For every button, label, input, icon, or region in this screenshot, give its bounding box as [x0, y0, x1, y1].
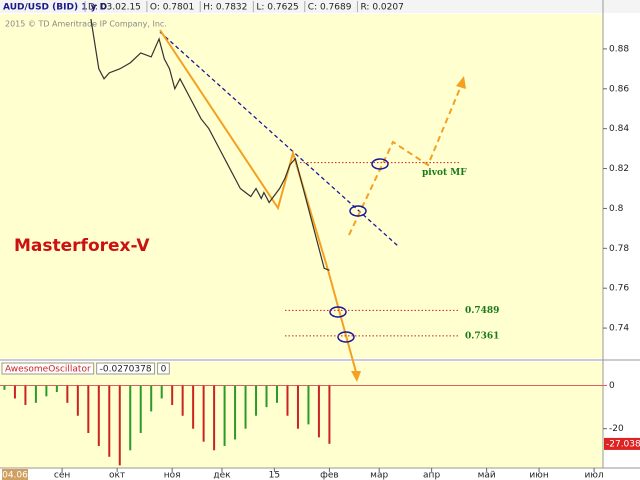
x-tick-label: ноя: [164, 471, 181, 480]
y-tick-label: 0.74: [609, 324, 629, 334]
osc-bar: [129, 385, 132, 451]
legend-item: AwesomeOscillator: [5, 365, 91, 375]
price-panel: [0, 14, 603, 358]
header-field: H: 0.7832: [203, 3, 247, 13]
osc-bar: [255, 385, 258, 416]
osc-bar: [244, 385, 247, 429]
x-tick-label: окт: [109, 471, 125, 480]
osc-bar: [171, 385, 174, 405]
wave-line: [159, 29, 357, 373]
osc-bar: [296, 385, 299, 429]
osc-bar: [87, 385, 90, 434]
osc-bar: [76, 385, 79, 416]
marker-ellipse: [349, 205, 367, 217]
header-field: O: 0.7801: [150, 3, 194, 13]
symbol: AUD/USD (BID) 1 y D: [3, 3, 107, 13]
x-tick-label: мар: [370, 471, 388, 480]
watermark: Masterforex-V: [14, 236, 150, 256]
y-tick-label: 0.88: [609, 44, 629, 54]
oscillator-panel: [0, 362, 603, 468]
osc-bar: [34, 385, 37, 403]
arrow-head: [456, 76, 466, 89]
legend-item: -0.0270378: [100, 365, 152, 375]
level-label: 0.7489: [465, 306, 499, 316]
osc-bar: [181, 385, 184, 416]
legend-box: [157, 362, 170, 375]
osc-bar: [45, 385, 48, 397]
osc-bar: [223, 385, 226, 446]
y-tick-label: 0.8: [609, 204, 624, 214]
last-value-box: [604, 437, 640, 450]
osc-bar: [275, 385, 278, 403]
osc-bar: [160, 385, 163, 399]
x-tick-label: 15: [269, 471, 280, 480]
osc-bar: [192, 385, 195, 429]
cursor-box: [2, 469, 28, 480]
osc-bar: [213, 385, 216, 451]
x-tick-label: июл: [584, 471, 603, 480]
x-tick-label: июн: [529, 471, 548, 480]
y-tick-label: 0.84: [609, 124, 629, 134]
osc-bar: [234, 385, 237, 440]
markers: [329, 158, 389, 343]
marker-ellipse: [329, 306, 347, 318]
x-tick-label: май: [478, 471, 496, 480]
y-tick-label: 0.82: [609, 164, 629, 174]
osc-bar: [317, 385, 320, 438]
header-field: C: 0.7689: [308, 3, 352, 13]
legend-box: [1, 362, 95, 375]
arrow-head: [351, 371, 361, 382]
level-label: 0.7361: [465, 331, 499, 341]
osc-bar: [202, 385, 205, 442]
last-value: -27.038: [606, 439, 640, 449]
header-field: L: 0.7625: [256, 3, 298, 13]
osc-bar: [24, 385, 27, 405]
level-label: pivot MF: [422, 168, 467, 178]
osc-bar: [118, 385, 121, 466]
osc-bar: [307, 385, 310, 425]
osc-bar: [55, 385, 58, 393]
y-tick-label: 0.86: [609, 84, 629, 94]
projection-line: [348, 85, 462, 236]
marker-ellipse: [371, 158, 389, 170]
legend-box: [96, 362, 156, 375]
y-tick-label: 0.76: [609, 284, 629, 294]
x-tick-label: дек: [213, 471, 231, 480]
y-tick-label: 0.78: [609, 244, 629, 254]
osc-bar: [286, 385, 289, 416]
price-line: [90, 18, 330, 271]
osc-bar: [265, 385, 268, 408]
osc-bar: [97, 385, 100, 446]
marker-ellipse: [337, 331, 355, 343]
y-tick-label: 0: [609, 381, 615, 391]
osc-bar: [150, 385, 153, 412]
osc-bar: [66, 385, 69, 403]
osc-bar: [139, 385, 142, 434]
trend-line: [159, 31, 399, 247]
osc-bar: [108, 385, 111, 457]
osc-bar: [13, 385, 16, 399]
header-field: D: 03.02.15: [88, 3, 141, 13]
x-tick-label: фев: [320, 471, 339, 480]
osc-bar: [328, 385, 331, 444]
y-tick-label: -20: [609, 424, 624, 434]
copyright: 2015 © TD Ameritrade IP Company, Inc.: [5, 20, 167, 29]
header-field: R: 0.0207: [360, 3, 403, 13]
legend-item: 0: [161, 365, 167, 375]
x-tick-label: сен: [54, 471, 70, 480]
osc-bar: [3, 385, 6, 390]
header-bar: [0, 0, 640, 13]
x-tick-label: апр: [423, 471, 440, 480]
cursor-label: 04.06: [2, 471, 28, 480]
